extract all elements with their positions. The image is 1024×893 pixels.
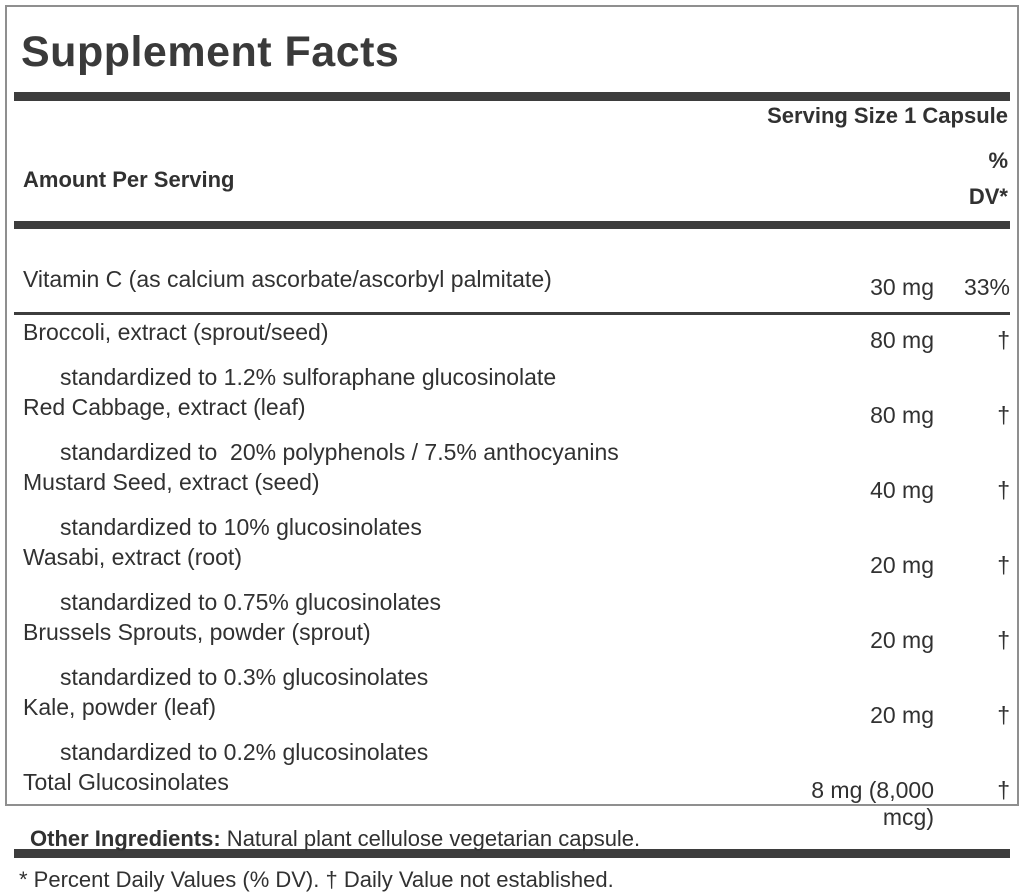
ingredient-amount: 20 mg xyxy=(870,627,934,653)
ingredient-amount: 80 mg xyxy=(870,327,934,353)
ingredient-dv: 33% xyxy=(963,274,1010,300)
ingredient-amount: 30 mg xyxy=(870,274,934,300)
ingredient-amount: 20 mg xyxy=(870,552,934,578)
ingredient-standardization: standardized to 10% glucosinolates xyxy=(60,514,422,540)
other-ingredients-label: Other Ingredients: xyxy=(30,826,221,851)
ingredient-name: Broccoli, extract (sprout/seed) xyxy=(23,319,329,345)
ingredient-name: Vitamin C (as calcium ascorbate/ascorbyl… xyxy=(23,266,552,292)
ingredient-dv: † xyxy=(997,777,1010,803)
header-divider-bar xyxy=(14,221,1010,229)
ingredient-row-kale: Kale, powder (leaf) 20 mg † xyxy=(14,690,1010,729)
footnote: * Percent Daily Values (% DV). † Daily V… xyxy=(19,867,614,892)
ingredient-name: Brussels Sprouts, powder (sprout) xyxy=(23,619,371,645)
ingredient-row-vitamin-c: Vitamin C (as calcium ascorbate/ascorbyl… xyxy=(14,229,1010,301)
other-ingredients-text: Natural plant cellulose vegetarian capsu… xyxy=(220,826,641,851)
ingredient-name: Red Cabbage, extract (leaf) xyxy=(23,394,306,420)
ingredient-standardization: standardized to 20% polyphenols / 7.5% a… xyxy=(60,439,619,465)
ingredient-row-broccoli: Broccoli, extract (sprout/seed) 80 mg † xyxy=(14,315,1010,354)
ingredient-dv: † xyxy=(997,702,1010,728)
ingredient-name: Wasabi, extract (root) xyxy=(23,544,242,570)
ingredient-amount: 20 mg xyxy=(870,702,934,728)
percent-dv-header-line2: DV* xyxy=(968,184,1008,209)
ingredient-dv: † xyxy=(997,627,1010,653)
percent-dv-header-line1: % xyxy=(988,148,1008,173)
ingredient-row-wasabi: Wasabi, extract (root) 20 mg † xyxy=(14,540,1010,579)
percent-dv-header: % DV* xyxy=(969,143,1010,215)
title-divider-bar xyxy=(14,92,1010,101)
ingredient-dv: † xyxy=(997,477,1010,503)
ingredient-standardization: standardized to 0.75% glucosinolates xyxy=(60,589,442,615)
ingredient-dv: † xyxy=(997,327,1010,353)
serving-size: Serving Size 1 Capsule xyxy=(767,103,1008,128)
other-ingredients-line: Other Ingredients: Natural plant cellulo… xyxy=(30,826,640,852)
ingredient-standardization: standardized to 0.3% glucosinolates xyxy=(60,664,429,690)
ingredient-row-brussels-sprouts: Brussels Sprouts, powder (sprout) 20 mg … xyxy=(14,615,1010,654)
ingredient-dv: † xyxy=(997,552,1010,578)
ingredient-name: Kale, powder (leaf) xyxy=(23,694,217,720)
ingredient-row-mustard-seed: Mustard Seed, extract (seed) 40 mg † xyxy=(14,465,1010,504)
column-header: Amount Per Serving % DV* xyxy=(14,143,1010,215)
ingredient-amount: 8 mg (8,000 mcg) xyxy=(811,777,934,830)
panel-title: Supplement Facts xyxy=(21,28,400,76)
ingredient-amount: 40 mg xyxy=(870,477,934,503)
ingredient-standardization: standardized to 0.2% glucosinolates xyxy=(60,739,429,765)
ingredient-name: Total Glucosinolates xyxy=(23,769,229,795)
ingredient-amount: 80 mg xyxy=(870,402,934,428)
amount-per-serving-label: Amount Per Serving xyxy=(23,167,235,192)
ingredient-row-total-glucosinolates: Total Glucosinolates 8 mg (8,000 mcg) † xyxy=(14,765,1010,831)
ingredient-name: Mustard Seed, extract (seed) xyxy=(23,469,320,495)
ingredient-row-red-cabbage: Red Cabbage, extract (leaf) 80 mg † xyxy=(14,390,1010,429)
row-divider-rule xyxy=(14,312,1010,315)
ingredient-dv: † xyxy=(997,402,1010,428)
supplement-facts-panel: Supplement Facts Serving Size 1 Capsule … xyxy=(5,5,1019,892)
ingredient-standardization: standardized to 1.2% sulforaphane glucos… xyxy=(60,364,557,390)
